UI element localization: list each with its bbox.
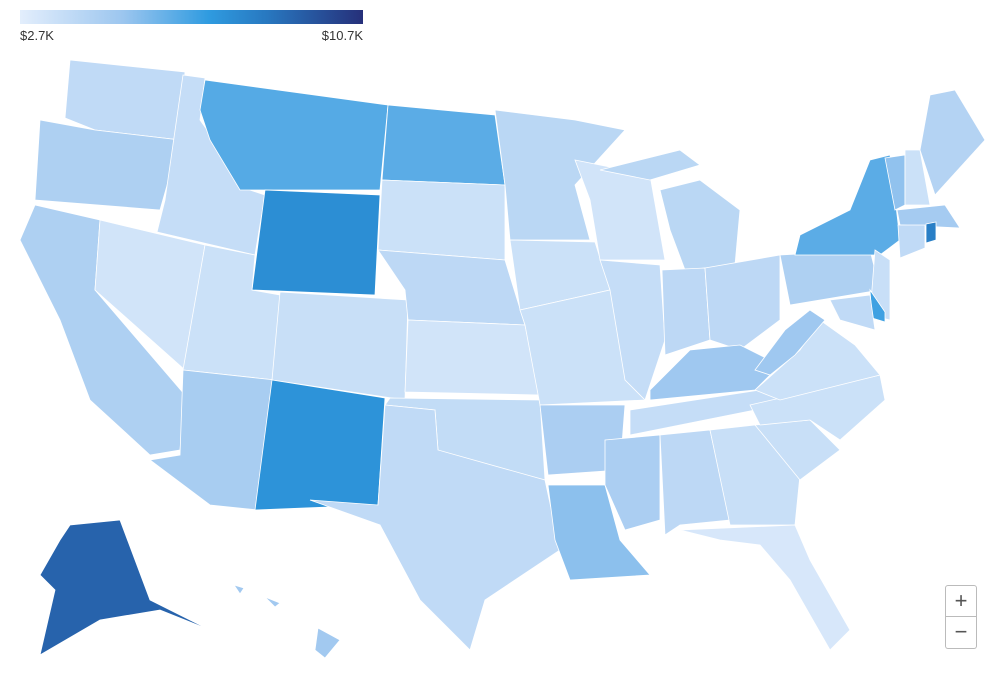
region <box>254 379 386 511</box>
region <box>309 404 561 651</box>
region <box>381 104 506 186</box>
region <box>754 309 826 376</box>
region <box>599 259 666 401</box>
region <box>659 429 731 536</box>
region <box>897 224 926 259</box>
region <box>404 319 541 396</box>
region <box>896 204 961 229</box>
legend-bar <box>20 10 363 24</box>
region <box>904 149 931 206</box>
region <box>679 524 851 651</box>
zoom-out-button[interactable]: − <box>945 617 977 649</box>
region <box>925 221 937 244</box>
region <box>39 519 211 656</box>
region <box>251 189 381 296</box>
region <box>704 254 781 351</box>
zoom-in-button[interactable]: + <box>945 585 977 617</box>
region <box>829 294 876 331</box>
region <box>919 89 986 196</box>
states <box>19 59 986 659</box>
legend-min-label: $2.7K <box>20 28 54 43</box>
region <box>661 267 711 356</box>
region <box>604 434 661 531</box>
region <box>233 584 341 659</box>
region <box>794 154 901 256</box>
legend-max-label: $10.7K <box>322 28 364 43</box>
region <box>754 319 881 401</box>
region <box>494 109 626 241</box>
region <box>377 179 506 261</box>
